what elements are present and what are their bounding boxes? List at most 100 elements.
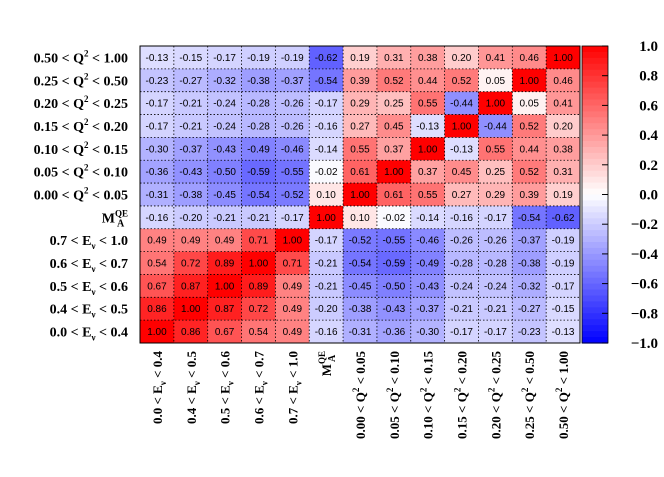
heatmap-cell xyxy=(241,251,276,275)
row-label: 0.10 < Q2 < 0.15 xyxy=(34,140,128,158)
colorbar-segment xyxy=(582,337,608,344)
colorbar-segment xyxy=(582,51,608,59)
colorbar-tick-label: −0.8 xyxy=(631,306,658,322)
cell-value: 0.54 xyxy=(249,327,269,338)
label-main: < 0.4 xyxy=(96,326,128,341)
label-subscript: A xyxy=(117,218,125,229)
heatmap-cell xyxy=(275,91,310,116)
cell-value: 0.20 xyxy=(553,121,573,132)
cell-value: -0.21 xyxy=(179,99,202,110)
heatmap-cell xyxy=(343,114,378,138)
colorbar-segment xyxy=(582,158,608,166)
cell-value: -0.23 xyxy=(518,327,541,338)
cell-value: -0.54 xyxy=(518,213,541,224)
cell-value: -0.50 xyxy=(213,167,236,178)
cell-value: 0.89 xyxy=(249,281,269,292)
label-main: < 0.05 xyxy=(353,351,368,388)
heatmap-cell xyxy=(343,183,378,207)
label-main: 0.05 < Q xyxy=(34,166,84,181)
cell-value: -0.16 xyxy=(315,327,338,338)
label-main: < 0.05 xyxy=(89,189,128,204)
cell-value: -0.49 xyxy=(416,259,439,270)
cell-value: -0.28 xyxy=(247,121,270,132)
label-subscript: ν xyxy=(293,381,303,386)
cell-value: -0.17 xyxy=(484,327,507,338)
heatmap-cell xyxy=(173,183,209,207)
label-main: 0.50 < Q xyxy=(556,392,571,439)
heatmap-cell xyxy=(207,114,243,138)
colorbar-segment xyxy=(582,182,608,190)
cell-value: -0.54 xyxy=(247,190,270,201)
colorbar-segment xyxy=(582,111,608,118)
heatmap-cell xyxy=(309,160,344,184)
colorbar-segment xyxy=(582,123,608,130)
cell-value: 1.00 xyxy=(215,281,235,292)
heatmap-cell xyxy=(376,91,412,116)
cell-value: -0.32 xyxy=(213,76,236,87)
cell-value: 0.86 xyxy=(181,327,201,338)
cell-value: 0.10 xyxy=(316,190,336,201)
heatmap-cell xyxy=(309,46,344,70)
heatmap-cell xyxy=(376,114,412,138)
heatmap-cell xyxy=(309,137,344,161)
cell-value: 1.00 xyxy=(283,236,303,247)
heatmap-cell xyxy=(309,91,344,116)
label-superscript: QE xyxy=(317,351,327,364)
label-superscript: 2 xyxy=(84,48,89,58)
column-label: 0.25 < Q2 < 0.50 xyxy=(520,351,537,439)
colorbar-segment xyxy=(582,117,608,124)
cell-value: -0.16 xyxy=(450,213,473,224)
label-main: < 0.5 xyxy=(96,303,128,318)
heatmap-cell xyxy=(140,297,175,321)
label-subscript: ν xyxy=(90,264,95,274)
cell-value: -0.19 xyxy=(281,53,304,64)
colorbar-segment xyxy=(582,247,608,255)
heatmap-cell xyxy=(444,91,479,116)
colorbar-segment xyxy=(582,259,608,267)
label-superscript: 2 xyxy=(520,387,530,392)
cell-value: -0.21 xyxy=(247,213,270,224)
cell-value: 0.49 xyxy=(283,281,303,292)
colorbar-segment xyxy=(582,313,608,320)
cell-value: 0.71 xyxy=(249,236,269,247)
heatmap-cell xyxy=(241,160,276,184)
label-main: 0.10 < Q xyxy=(34,143,84,158)
cell-value: -0.54 xyxy=(349,259,372,270)
cell-value: 1.00 xyxy=(452,121,472,132)
heatmap-cell xyxy=(241,114,276,138)
cell-value: 0.71 xyxy=(283,259,303,270)
heatmap-cell xyxy=(275,114,310,138)
cell-value: 0.27 xyxy=(452,190,472,201)
heatmap-cell xyxy=(478,320,513,344)
heatmap-cell xyxy=(207,160,243,184)
heatmap-cell xyxy=(309,114,344,138)
label-superscript: 2 xyxy=(84,71,89,81)
colorbar-segment xyxy=(582,105,608,112)
label-superscript: 2 xyxy=(419,387,429,392)
colorbar-tick-label: 0.8 xyxy=(639,69,658,85)
colorbar-segment xyxy=(582,164,608,172)
cell-value: 0.55 xyxy=(350,144,370,155)
heatmap-cell xyxy=(173,228,209,253)
colorbar-segment xyxy=(582,319,608,326)
cell-value: -0.17 xyxy=(281,213,304,224)
cell-value: -0.45 xyxy=(213,190,236,201)
heatmap-cell xyxy=(173,68,209,93)
heatmap-cell xyxy=(376,205,412,230)
label-superscript: 2 xyxy=(351,387,361,392)
heatmap-cell xyxy=(173,91,209,116)
heatmap-cell xyxy=(140,320,175,344)
cell-value: -0.27 xyxy=(518,304,541,315)
label-main: < 0.25 xyxy=(488,351,503,388)
heatmap-cell xyxy=(309,274,344,298)
heatmap-cell xyxy=(376,137,412,161)
heatmap-cell xyxy=(546,183,581,207)
heatmap-cell xyxy=(478,228,513,253)
cell-value: -0.24 xyxy=(484,281,507,292)
cell-value: -0.43 xyxy=(213,144,236,155)
heatmap-cell xyxy=(343,160,378,184)
column-label: 0.00 < Q2 < 0.05 xyxy=(351,351,368,439)
column-label: 0.0 < Eν < 0.4 xyxy=(150,351,168,425)
cell-value: 1.00 xyxy=(181,304,201,315)
row-label: 0.25 < Q2 < 0.50 xyxy=(34,71,128,89)
